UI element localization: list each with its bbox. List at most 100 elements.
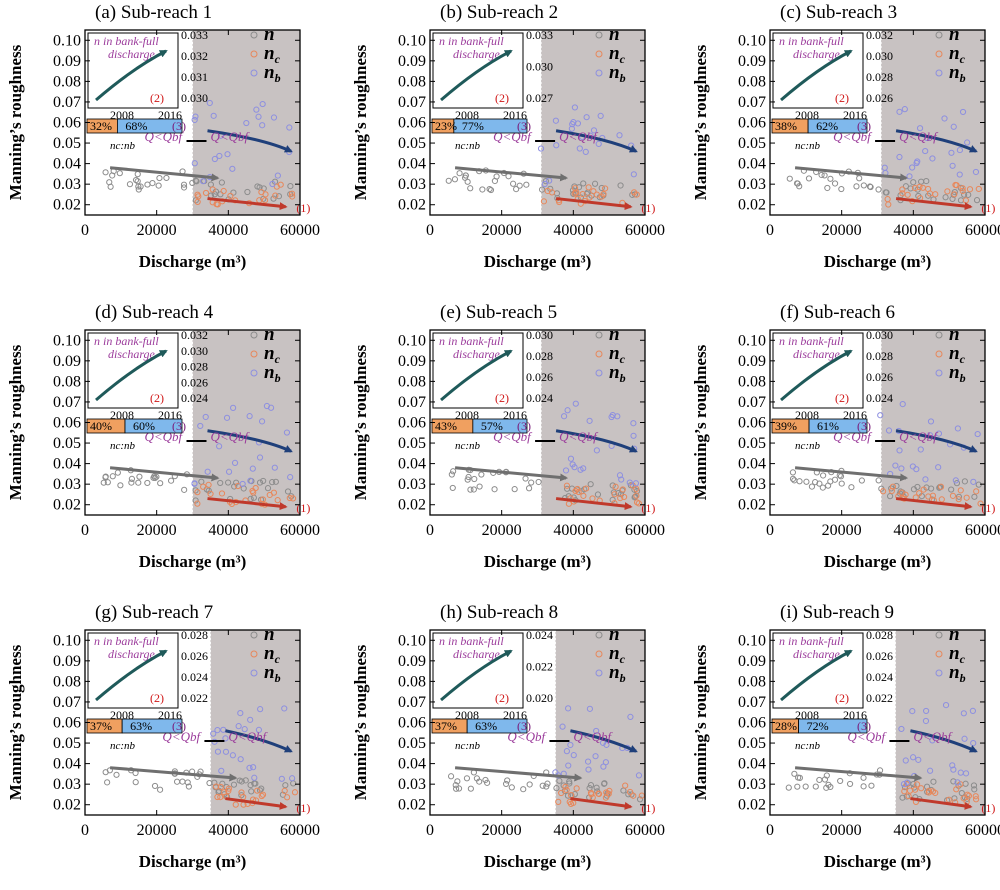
marker-3-label: (3) [172,419,186,433]
point-n [796,478,803,485]
inset-ytick: 0.022 [866,691,893,705]
point-nb [580,465,587,472]
point-nb [909,164,916,171]
inset-xtick: 2008 [795,108,819,122]
point-n [560,782,567,789]
trend-arrow-nc [555,197,633,211]
legend-subscript: c [275,52,281,66]
point-nc [200,483,207,490]
point-n [899,794,906,801]
inset-xtick: 2016 [843,408,867,422]
point-n [831,180,839,187]
point-n [282,782,289,789]
legend-label: n [609,624,620,645]
point-n [487,186,495,194]
point-n [155,182,162,189]
point-nc [951,191,958,198]
ytick-label: 0.04 [398,756,426,773]
trend-arrow-n [109,166,220,182]
inset-ytick: 0.030 [866,49,893,63]
point-n [510,180,517,187]
marker-3-label: (3) [172,719,186,733]
legend-subscript: b [275,371,281,385]
point-nb [289,775,296,782]
point-n [860,182,867,189]
ytick-label: 0.08 [53,673,81,690]
inset-xtick: 2008 [795,408,819,422]
point-n [192,487,199,494]
point-n [491,486,498,493]
xtick-label: 20000 [822,822,862,839]
ytick-label: 0.03 [53,776,81,793]
y-axis-label: Manning’s roughness [351,44,370,200]
split-bar-nb [117,118,183,134]
ytick-label: 0.05 [738,435,766,452]
xtick-label: 0 [766,822,774,839]
point-nc [913,781,921,788]
inset-ytick: 0.026 [866,370,893,384]
ytick-label: 0.03 [398,476,426,493]
point-nc [972,793,979,800]
point-nc [558,789,565,797]
inset-ytick: 0.022 [181,691,208,705]
point-n [275,193,283,200]
point-nc [575,488,582,496]
point-n [587,782,595,789]
point-nb [553,142,560,149]
inset-ytick: 0.030 [866,328,893,342]
xtick-label: 20000 [482,822,522,839]
ytick-label: 0.08 [738,673,766,690]
ytick-label: 0.04 [738,456,766,473]
ytick-label: 0.05 [738,735,766,752]
ytick-label: 0.03 [398,176,426,193]
point-n [476,483,483,490]
inset-ytick: 0.028 [866,349,893,363]
ratio-label: nc:nb [795,740,821,752]
point-nb [595,140,602,148]
point-n [539,782,546,789]
legend-marker [250,331,258,339]
point-nc [960,795,967,802]
split-bar-nb [808,418,868,434]
point-n [601,780,608,787]
xtick-label: 0 [766,522,774,539]
point-n [181,486,188,493]
point-nb [559,723,566,730]
ratio-label: nc:nb [455,440,481,452]
split-nb-label: 63% [475,719,497,733]
point-n [785,784,792,791]
inset-ytick: 0.031 [181,70,208,84]
inset-xtick: 2008 [110,708,134,722]
xtick-label: 40000 [893,522,933,539]
xtick-label: 40000 [553,522,593,539]
inset-ytick: 0.024 [181,670,208,684]
point-nb [565,762,572,769]
point-nc [585,184,592,191]
point-n [868,782,875,789]
point-n [126,181,134,188]
point-nc [611,491,618,498]
split-nb-label: 77% [462,119,484,133]
point-nb [562,467,570,474]
ratio-label: nc:nb [795,440,821,452]
point-nc [573,189,580,196]
q-label-right: Q<Qbf [559,129,599,144]
point-nb [901,106,908,113]
point-n [284,488,292,495]
point-n [114,469,121,476]
point-nb [571,104,578,111]
ytick-label: 0.06 [738,715,766,732]
point-nb [616,132,623,139]
point-n [117,482,124,489]
point-nb [278,775,285,782]
ytick-label: 0.04 [398,456,426,473]
overbank-shade [541,30,645,215]
ytick-label: 0.08 [398,73,426,90]
point-n [838,185,845,193]
point-nb [216,152,223,160]
inset-ytick: 0.026 [181,649,208,663]
inset-title-2: discharge [108,647,156,661]
point-nb [582,148,589,156]
split-nc-label: 40% [90,419,112,433]
point-n [858,477,865,484]
